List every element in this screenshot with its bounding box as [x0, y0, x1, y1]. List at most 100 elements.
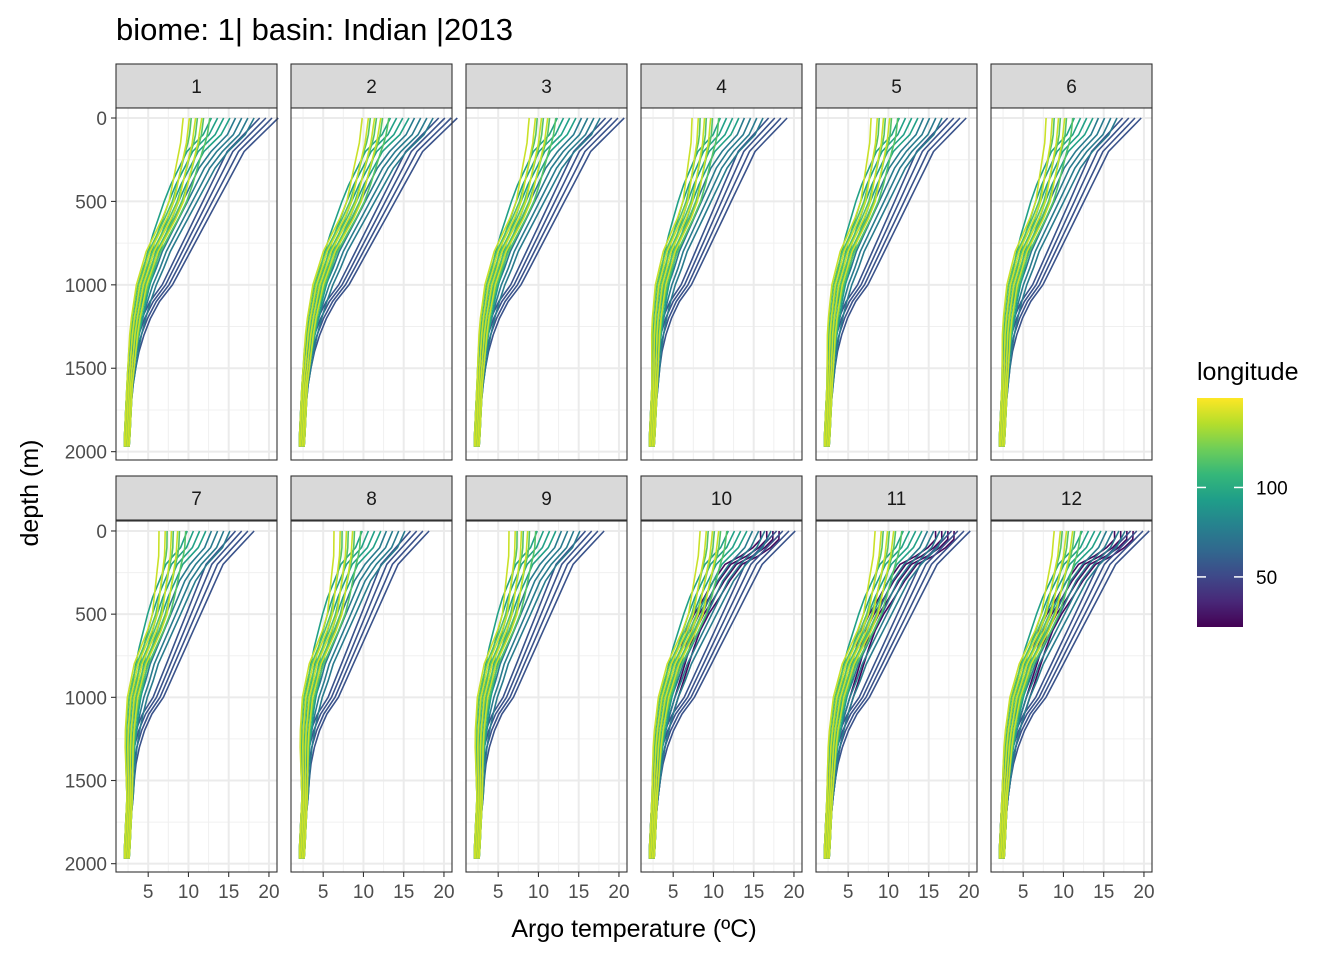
profile-line — [298, 117, 363, 447]
x-tick-label: 20 — [958, 882, 979, 903]
panel-border — [815, 107, 978, 461]
facet-panel: 7 0 500 1000 1500 2000 5 10 15 20 — [65, 475, 280, 903]
profile-line — [648, 117, 693, 447]
profile-lines — [473, 530, 605, 859]
panel-border — [465, 107, 628, 461]
chart-title: biome: 1| basin: Indian |2013 — [116, 12, 513, 47]
panel-border — [290, 107, 453, 461]
profile-line — [651, 530, 714, 859]
x-tick-label: 5 — [318, 882, 329, 903]
profile-line — [1003, 530, 1074, 859]
y-tick-label: 1500 — [65, 359, 107, 380]
color-legend: longitude 50 100 — [1197, 358, 1298, 627]
facet-strip-label: 4 — [716, 77, 727, 98]
panel-border — [640, 520, 803, 873]
profile-lines — [473, 117, 625, 447]
x-tick-label: 10 — [703, 882, 724, 903]
profile-line — [298, 530, 335, 859]
profile-line — [653, 117, 712, 447]
x-axis-title: Argo temperature (ºC) — [511, 915, 756, 943]
profile-line — [999, 117, 1054, 447]
profile-line — [299, 117, 370, 447]
facet-panel: 9 5 10 15 20 — [465, 475, 630, 903]
facet-strip-label: 7 — [191, 489, 202, 510]
profile-line — [826, 530, 889, 859]
profile-line — [1003, 117, 1066, 447]
facet-strip — [290, 475, 453, 521]
x-tick-label: 15 — [218, 882, 239, 903]
x-tick-label: 10 — [353, 882, 374, 903]
facet-strip — [290, 63, 453, 109]
y-tick-label: 500 — [75, 192, 107, 213]
y-tick-label: 1000 — [65, 276, 107, 297]
profile-line — [824, 117, 879, 447]
facet-strip-label: 3 — [541, 77, 552, 98]
facet-strip-label: 5 — [891, 77, 902, 98]
facet-strip-label: 8 — [366, 489, 377, 510]
facet-strip — [990, 475, 1153, 521]
profile-lines — [123, 530, 255, 859]
profile-line — [998, 530, 1055, 859]
panel-border — [990, 107, 1153, 461]
facet-strip-label: 11 — [887, 489, 907, 510]
profile-line — [648, 530, 701, 859]
facet-strip-label: 10 — [711, 489, 732, 510]
facet-strip-label: 6 — [1066, 77, 1077, 98]
x-tick-label: 15 — [1093, 882, 1114, 903]
profile-line — [824, 530, 883, 859]
panel-border — [815, 520, 978, 873]
y-tick-label: 0 — [96, 109, 107, 130]
panel-border — [640, 107, 803, 461]
profile-lines — [998, 530, 1150, 859]
facet-panel: 5 — [815, 63, 978, 461]
profile-line — [999, 530, 1062, 859]
legend-title: longitude — [1197, 358, 1298, 386]
facet-strip-label: 2 — [366, 77, 377, 98]
x-tick-label: 20 — [1133, 882, 1154, 903]
facet-panel: 2 — [290, 63, 458, 461]
x-tick-label: 15 — [393, 882, 414, 903]
profile-line — [473, 530, 510, 859]
y-tick-label: 0 — [96, 522, 107, 543]
profile-line — [823, 117, 872, 447]
x-tick-label: 5 — [493, 882, 504, 903]
profile-line — [823, 530, 876, 859]
facet-strip — [815, 63, 978, 109]
facet-panel: 1 0 500 1000 1500 2000 — [65, 63, 279, 464]
profile-line — [124, 117, 191, 447]
profile-line — [828, 117, 891, 447]
facet-strip — [465, 475, 628, 521]
profile-line — [128, 530, 179, 859]
panel-border — [465, 520, 628, 873]
profile-line — [123, 530, 160, 859]
profile-line — [124, 530, 166, 859]
facet-strip — [640, 475, 803, 521]
facet-panel: 3 — [465, 63, 628, 461]
y-axis-title: depth (m) — [16, 440, 44, 547]
profile-line — [651, 117, 706, 447]
x-tick-label: 15 — [743, 882, 764, 903]
x-tick-label: 5 — [143, 882, 154, 903]
x-tick-label: 10 — [1053, 882, 1074, 903]
legend-colorbar — [1197, 398, 1243, 627]
x-tick-label: 10 — [878, 882, 899, 903]
legend-tick-label: 50 — [1256, 568, 1277, 589]
y-tick-label: 500 — [75, 605, 107, 626]
profile-line — [299, 530, 341, 859]
x-tick-label: 20 — [783, 882, 804, 903]
facet-panel: 10 5 10 15 20 — [640, 475, 805, 903]
y-tick-label: 1500 — [65, 772, 107, 793]
profile-line — [473, 117, 530, 447]
facet-panel: 8 5 10 15 20 — [290, 475, 455, 903]
profile-line — [649, 530, 708, 859]
panel-border — [990, 520, 1153, 873]
legend-ticks: 50 100 — [1197, 478, 1288, 589]
x-tick-label: 15 — [918, 882, 939, 903]
profile-line — [826, 117, 885, 447]
y-tick-label: 2000 — [65, 855, 107, 876]
profile-line — [301, 117, 376, 447]
profile-lines — [998, 117, 1142, 447]
profile-lines — [648, 530, 796, 859]
